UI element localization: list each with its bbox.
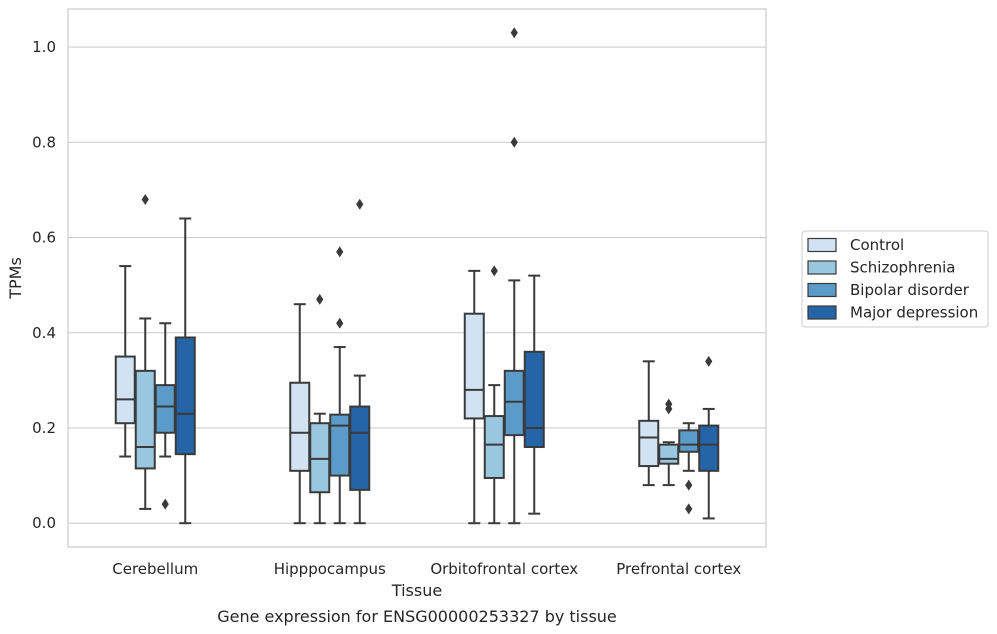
y-tick-label: 0.2 — [32, 419, 56, 437]
outlier-point — [510, 27, 518, 39]
box-iqr — [309, 422, 331, 494]
outlier-point — [665, 398, 673, 410]
box-iqr — [523, 350, 545, 449]
legend: Control Schizophrenia Bipolar disorder Majo… — [801, 230, 989, 328]
legend-label: Major depression — [850, 304, 978, 322]
legend-label: Control — [850, 236, 904, 254]
box-iqr — [638, 419, 660, 468]
box-3-2 — [678, 422, 700, 515]
box-0-3 — [174, 217, 196, 525]
x-tick-label: Hipppocampus — [274, 560, 386, 578]
box-3-3 — [698, 355, 720, 520]
plot-frame — [67, 8, 767, 548]
box-iqr — [698, 424, 720, 472]
box-iqr — [349, 405, 371, 491]
box-0-2 — [154, 322, 176, 510]
box-3-0 — [638, 360, 660, 487]
box-iqr — [134, 369, 156, 470]
outlier-point — [490, 265, 498, 277]
x-tick-label: Orbitofrontal cortex — [430, 560, 578, 578]
box-iqr — [463, 312, 485, 420]
y-tick-label: 0.8 — [32, 133, 56, 151]
legend-label: Schizophrenia — [850, 259, 955, 277]
outlier-point — [356, 198, 364, 210]
legend-swatch — [807, 237, 837, 253]
outlier-point — [161, 498, 169, 510]
box-0-1 — [134, 193, 156, 510]
y-tick-label: 0.6 — [32, 229, 56, 247]
legend-swatch — [807, 305, 837, 320]
y-tick-label: 1.0 — [32, 38, 56, 56]
box-iqr — [678, 429, 700, 453]
legend-label: Bipolar disorder — [850, 281, 970, 299]
box-2-3 — [523, 274, 545, 515]
box-iqr — [503, 369, 525, 437]
outlier-point — [336, 246, 344, 258]
box-0-0 — [114, 265, 136, 458]
x-tick-labels: Cerebellum Hipppocampus Orbitofrontal cort… — [112, 560, 741, 578]
outlier-point — [685, 503, 693, 515]
box-1-0 — [289, 303, 311, 525]
outlier-point — [705, 355, 713, 367]
box-3-1 — [658, 398, 680, 487]
x-tick-label: Cerebellum — [112, 560, 198, 578]
box-2-1 — [483, 265, 505, 525]
outlier-point — [336, 317, 344, 329]
box-iqr — [114, 355, 136, 425]
x-axis-label: Tissue — [391, 581, 442, 600]
outlier-point — [510, 136, 518, 148]
y-tick-label: 0.4 — [32, 324, 56, 342]
legend-frame — [801, 230, 989, 328]
y-axis-label: TPMs — [6, 257, 25, 300]
box-iqr — [174, 336, 196, 456]
outlier-point — [685, 479, 693, 491]
box-2-2 — [503, 27, 525, 525]
legend-swatch — [807, 282, 837, 298]
box-iqr — [329, 413, 351, 477]
outlier-point — [316, 293, 324, 305]
box-iqr — [658, 443, 680, 465]
chart-caption: Gene expression for ENSG00000253327 by t… — [217, 607, 617, 626]
legend-swatch — [807, 260, 837, 275]
box-1-3 — [349, 198, 371, 525]
y-tick-labels: 0.0 0.2 0.4 0.6 0.8 1.0 — [32, 38, 56, 532]
box-groups — [114, 27, 720, 525]
box-1-1 — [309, 293, 331, 525]
box-iqr — [289, 381, 311, 472]
x-tick-label: Prefrontal cortex — [616, 560, 741, 578]
box-2-0 — [463, 269, 485, 525]
box-iqr — [483, 415, 505, 479]
outlier-point — [141, 193, 149, 205]
box-1-2 — [329, 246, 351, 525]
y-tick-label: 0.0 — [32, 514, 56, 532]
box-iqr — [154, 384, 176, 434]
